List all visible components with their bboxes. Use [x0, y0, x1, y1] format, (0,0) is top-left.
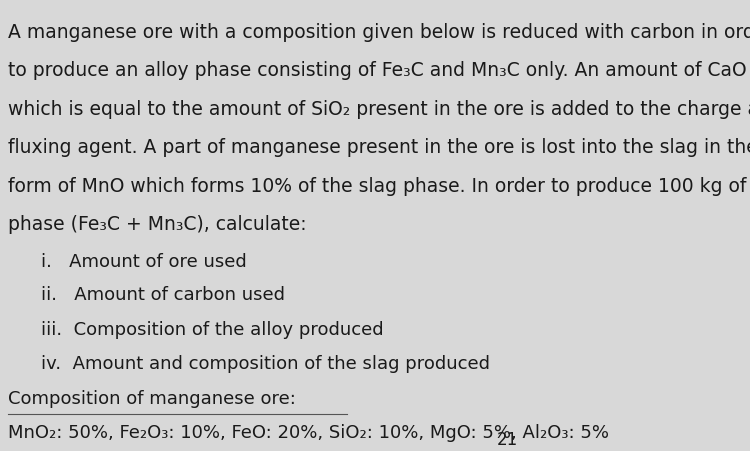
Text: Composition of manganese ore:: Composition of manganese ore: — [8, 389, 296, 407]
Text: A manganese ore with a composition given below is reduced with carbon in order: A manganese ore with a composition given… — [8, 23, 750, 42]
Text: 21: 21 — [496, 430, 517, 448]
Text: i.   Amount of ore used: i. Amount of ore used — [41, 253, 247, 270]
Text: phase (Fe₃C + Mn₃C), calculate:: phase (Fe₃C + Mn₃C), calculate: — [8, 214, 307, 233]
Text: MnO₂: 50%, Fe₂O₃: 10%, FeO: 20%, SiO₂: 10%, MgO: 5%, Al₂O₃: 5%: MnO₂: 50%, Fe₂O₃: 10%, FeO: 20%, SiO₂: 1… — [8, 423, 609, 442]
Text: iv.  Amount and composition of the slag produced: iv. Amount and composition of the slag p… — [41, 354, 490, 373]
Text: to produce an alloy phase consisting of Fe₃C and Mn₃C only. An amount of CaO: to produce an alloy phase consisting of … — [8, 61, 747, 80]
Text: form of MnO which forms 10% of the slag phase. In order to produce 100 kg of all: form of MnO which forms 10% of the slag … — [8, 176, 750, 195]
Text: ii.   Amount of carbon used: ii. Amount of carbon used — [41, 286, 285, 304]
Text: which is equal to the amount of SiO₂ present in the ore is added to the charge a: which is equal to the amount of SiO₂ pre… — [8, 100, 750, 119]
Text: iii.  Composition of the alloy produced: iii. Composition of the alloy produced — [41, 320, 384, 338]
Text: fluxing agent. A part of manganese present in the ore is lost into the slag in t: fluxing agent. A part of manganese prese… — [8, 138, 750, 156]
